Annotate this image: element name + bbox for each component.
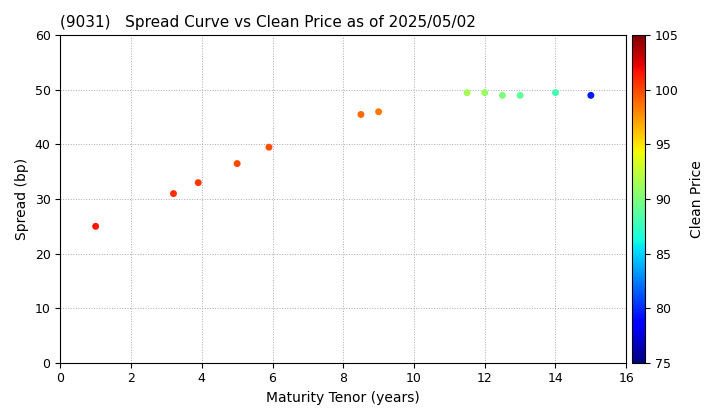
Point xyxy=(462,89,473,96)
Point xyxy=(192,179,204,186)
Point xyxy=(549,89,561,96)
Point xyxy=(479,89,490,96)
Y-axis label: Clean Price: Clean Price xyxy=(690,160,704,238)
Point xyxy=(373,108,384,115)
Point xyxy=(231,160,243,167)
Point xyxy=(355,111,366,118)
Point xyxy=(90,223,102,230)
Point xyxy=(264,144,275,150)
Text: (9031)   Spread Curve vs Clean Price as of 2025/05/02: (9031) Spread Curve vs Clean Price as of… xyxy=(60,15,476,30)
Point xyxy=(168,190,179,197)
Point xyxy=(497,92,508,99)
X-axis label: Maturity Tenor (years): Maturity Tenor (years) xyxy=(266,391,420,405)
Y-axis label: Spread (bp): Spread (bp) xyxy=(15,158,29,240)
Point xyxy=(585,92,597,99)
Point xyxy=(514,92,526,99)
